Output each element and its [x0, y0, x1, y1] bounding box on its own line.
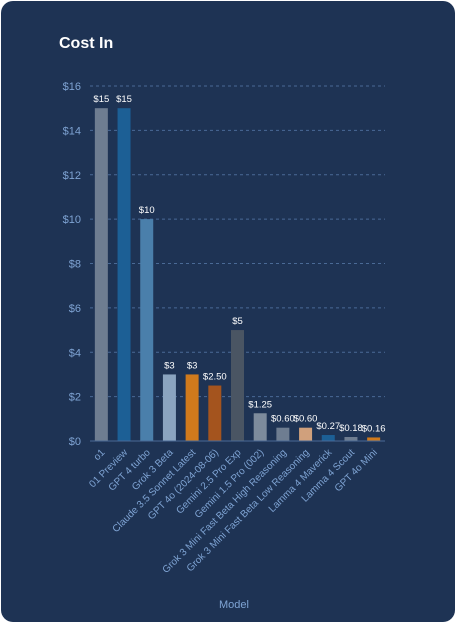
- y-tick-label: $6: [69, 303, 81, 315]
- bar: [299, 427, 313, 441]
- bar: [276, 427, 290, 441]
- data-label: $3: [164, 360, 175, 371]
- y-tick-label: $8: [69, 259, 81, 271]
- bar: [140, 219, 154, 441]
- y-tick-label: $14: [63, 125, 81, 137]
- x-axis-title: Model: [219, 599, 249, 611]
- bar: [231, 330, 244, 441]
- data-label: $10: [139, 205, 155, 216]
- data-label: $3: [187, 360, 198, 371]
- bar: [367, 437, 381, 441]
- data-label: $0.16: [362, 423, 386, 434]
- data-label: $15: [116, 94, 132, 105]
- y-tick-label: $0: [69, 436, 81, 448]
- data-label: $1.25: [248, 399, 272, 410]
- data-label: $15: [93, 94, 109, 105]
- bar: [117, 108, 131, 441]
- y-tick-label: $10: [63, 214, 81, 226]
- y-tick-label: $4: [69, 347, 81, 359]
- chart-title: Cost In: [59, 35, 114, 52]
- data-label: $5: [232, 316, 243, 327]
- data-label: $0.60: [271, 414, 295, 425]
- bar: [208, 385, 222, 441]
- y-tick-label: $12: [63, 170, 81, 182]
- data-label: $2.50: [203, 372, 227, 383]
- bar: [185, 374, 199, 441]
- bar: [162, 374, 176, 441]
- bar: [321, 435, 335, 441]
- data-label: $0.18: [339, 423, 363, 434]
- bar: [253, 413, 267, 441]
- data-label: $0.60: [294, 414, 318, 425]
- x-tick-label: o1: [92, 447, 108, 463]
- y-tick-label: $2: [69, 392, 81, 404]
- y-tick-label: $16: [63, 81, 81, 93]
- bar: [94, 108, 108, 441]
- data-label: $0.27: [316, 421, 340, 432]
- bar: [344, 437, 358, 441]
